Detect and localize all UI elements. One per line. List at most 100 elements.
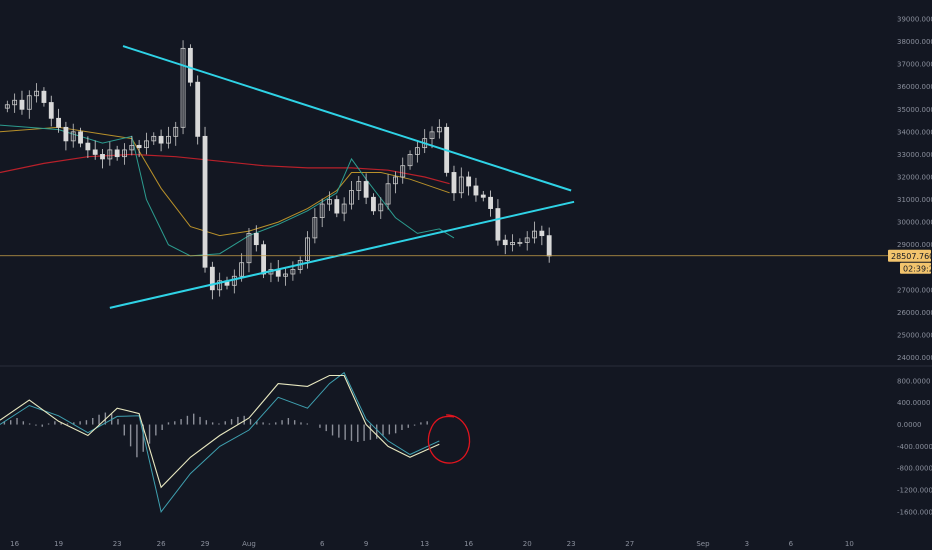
macd-axis[interactable]: 800.0000 400.0000 0.0000 -400.0000 -800.0000… [897, 377, 932, 516]
time-tick-label: Aug [242, 540, 256, 548]
candle-body [546, 235, 552, 257]
candle-body [34, 90, 40, 97]
candle-body [4, 104, 10, 109]
candle-body [539, 230, 545, 237]
candle-body [180, 47, 186, 128]
time-tick-label: 9 [364, 540, 368, 548]
candle-body [202, 135, 208, 268]
candle-body [63, 126, 69, 142]
price-tick-label: 26000.0000 [897, 309, 932, 317]
candle-body [451, 172, 457, 194]
time-tick-label: 27 [625, 540, 634, 548]
price-tick-label: 29000.0000 [897, 241, 932, 249]
candle-body [209, 266, 215, 291]
candle-body [371, 196, 376, 212]
triangle-upper-trendline[interactable] [122, 45, 572, 192]
candle-body [56, 117, 61, 128]
candle-body [78, 131, 83, 144]
candle-body [92, 149, 98, 155]
macd-tick-label: -800.0000 [897, 465, 932, 473]
time-tick-label: 29 [201, 540, 210, 548]
candle-body [473, 185, 479, 196]
ma-slow-line [0, 153, 450, 185]
candle-body [85, 142, 91, 151]
candle-body [144, 140, 149, 149]
candle-body [26, 95, 32, 110]
price-tick-label: 30000.0000 [897, 219, 932, 227]
macd-tick-label: 0.0000 [897, 421, 922, 429]
candle-body [195, 81, 201, 137]
candle-body [187, 47, 193, 83]
candle-body [510, 242, 515, 246]
candle-body [290, 269, 296, 275]
candle-body [495, 208, 501, 241]
time-tick-label: 16 [464, 540, 473, 548]
macd-tick-label: 400.0000 [897, 399, 930, 407]
current-price-badge-bg [888, 249, 931, 262]
time-tick-label: 23 [567, 540, 576, 548]
countdown-badge-bg [900, 262, 931, 274]
candle-body [217, 280, 223, 291]
candle-body [158, 135, 164, 144]
price-axis[interactable]: 39000.0000 38000.0000 37000.0000 36000.0000… [897, 16, 932, 362]
annotation-circle[interactable] [427, 414, 471, 464]
time-tick-label: 6 [789, 540, 794, 548]
candle-body [341, 203, 347, 214]
time-axis[interactable]: 16 19 23 26 29 Aug 6 9 13 16 20 23 27 Sep 3 6 10 [10, 540, 854, 548]
time-tick-label: 6 [320, 540, 325, 548]
candle-body [363, 181, 369, 198]
price-pane[interactable] [0, 40, 888, 309]
time-tick-label: 13 [420, 540, 429, 548]
candle-body [480, 194, 486, 198]
macd-tick-label: -1200.0000 [897, 487, 932, 495]
candle-body [129, 144, 135, 151]
time-tick-label: 20 [523, 540, 532, 548]
candle-body [458, 176, 464, 194]
candle-body [151, 135, 157, 142]
candle-body [407, 154, 413, 167]
macd-tick-label: -400.0000 [897, 443, 932, 451]
candle-body [239, 262, 245, 277]
price-tick-label: 33000.0000 [897, 151, 932, 159]
candle-body [107, 149, 113, 160]
macd-signal-line [0, 371, 440, 513]
candle-body [283, 273, 288, 277]
candle-body [466, 176, 472, 187]
candle-body [70, 131, 76, 142]
countdown-badge: 02:39:23 [900, 262, 932, 274]
price-tick-label: 27000.0000 [897, 286, 932, 294]
candle-body [100, 154, 105, 160]
current-price-badge: 28507.7606 [888, 249, 932, 262]
price-tick-label: 37000.0000 [897, 61, 932, 69]
candle-body [41, 90, 47, 103]
candle-body [436, 126, 442, 133]
time-tick-label: 10 [845, 540, 854, 548]
candle-body [392, 176, 398, 185]
candle-body [246, 232, 252, 264]
candle-body [356, 181, 362, 191]
candle-body [488, 196, 494, 209]
ma-fast-line [0, 124, 455, 257]
macd-tick-label: -1600.0000 [897, 508, 932, 516]
candle-body [261, 244, 267, 275]
time-tick-label: 19 [54, 540, 63, 548]
triangle-lower-trendline[interactable] [109, 200, 575, 309]
price-tick-label: 34000.0000 [897, 128, 932, 136]
candle-body [400, 165, 406, 178]
macd-indicator-pane[interactable] [0, 371, 471, 513]
candle-body [305, 237, 310, 261]
time-tick-label: Sep [696, 540, 710, 548]
macd-tick-label: 800.0000 [897, 377, 930, 385]
candle-body [48, 102, 54, 119]
price-tick-label: 32000.0000 [897, 173, 932, 181]
countdown-label: 02:39:23 [903, 264, 932, 273]
candle-body [165, 135, 171, 144]
current-price-label: 28507.7606 [891, 252, 932, 261]
candle-body [122, 149, 127, 158]
time-tick-label: 26 [157, 540, 166, 548]
candle-body [502, 239, 508, 246]
candle-body [334, 199, 340, 214]
candle-body [349, 190, 354, 205]
